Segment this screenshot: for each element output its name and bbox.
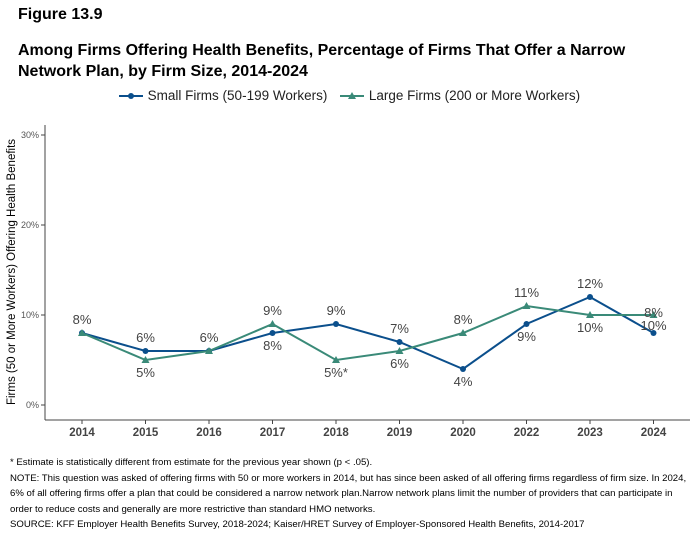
data-label: 5% xyxy=(136,365,155,380)
note-text: NOTE: This question was asked of offerin… xyxy=(10,472,687,515)
data-label: 5%* xyxy=(324,365,348,380)
x-tick-label: 2014 xyxy=(69,427,95,439)
data-label: 7% xyxy=(390,321,409,336)
y-tick-label: 30% xyxy=(21,130,39,140)
x-tick-label: 2017 xyxy=(260,427,286,439)
data-point xyxy=(395,347,404,354)
data-label: 6% xyxy=(200,330,219,345)
x-tick-label: 2018 xyxy=(323,427,349,439)
data-point xyxy=(459,329,467,336)
data-point xyxy=(78,329,86,336)
data-point xyxy=(141,356,150,363)
data-point xyxy=(587,294,593,300)
data-label: 6% xyxy=(390,356,409,371)
data-label: 10% xyxy=(577,320,603,335)
data-label: 8% xyxy=(644,305,663,320)
data-point xyxy=(649,311,658,318)
x-tick-label: 2016 xyxy=(196,427,222,439)
y-tick-label: 10% xyxy=(21,310,39,320)
line-chart: 0% 10% 20% 30% 2014 2015 2016 2017 2018 2019 2020 2… xyxy=(6,125,690,439)
data-label: 10% xyxy=(640,318,666,333)
x-tick-label: 2019 xyxy=(387,427,413,439)
legend-item-large: Large Firms (200 or More Workers) xyxy=(339,88,580,103)
chart-title: Among Firms Offering Health Benefits, Pe… xyxy=(18,42,626,80)
x-tick-label: 2023 xyxy=(577,427,603,439)
legend: Small Firms (50-199 Workers) Large Firms… xyxy=(0,88,698,103)
data-point xyxy=(650,330,657,336)
data-point xyxy=(205,347,213,354)
figure-label: Figure 13.9 xyxy=(18,6,103,23)
data-point xyxy=(522,302,531,309)
asterisk-note: * Estimate is statistically different fr… xyxy=(10,457,373,468)
data-label: 9% xyxy=(263,303,282,318)
data-label: 8% xyxy=(454,312,473,327)
data-label: 12% xyxy=(577,276,603,291)
y-axis-label: Firms (50 or More Workers) Offering Heal… xyxy=(6,139,18,405)
series-line-1 xyxy=(81,304,654,362)
x-tick-label: 2020 xyxy=(450,427,476,439)
data-point xyxy=(523,321,530,327)
data-point xyxy=(269,330,276,336)
data-label: 11% xyxy=(514,285,539,300)
data-point xyxy=(142,348,149,354)
legend-item-small: Small Firms (50-199 Workers) xyxy=(118,88,331,103)
data-label: 9% xyxy=(327,303,346,318)
x-tick-label: 2022 xyxy=(514,427,540,439)
data-label: 6% xyxy=(136,330,155,345)
data-point xyxy=(586,311,594,318)
series-line-0 xyxy=(81,295,654,371)
data-point xyxy=(333,321,339,327)
y-tick-label: 0% xyxy=(26,400,39,410)
data-point xyxy=(396,339,403,345)
data-label: 4% xyxy=(454,374,473,389)
data-label: 8% xyxy=(263,338,282,353)
footnotes: * Estimate is statistically different fr… xyxy=(10,455,695,533)
data-label: 9% xyxy=(517,329,536,344)
x-tick-label: 2024 xyxy=(641,427,667,439)
x-tick-label: 2015 xyxy=(133,427,159,439)
data-point xyxy=(332,356,340,363)
data-point xyxy=(268,320,277,327)
data-point xyxy=(460,366,466,372)
data-label: 8% xyxy=(73,312,92,327)
y-tick-label: 20% xyxy=(21,220,39,230)
